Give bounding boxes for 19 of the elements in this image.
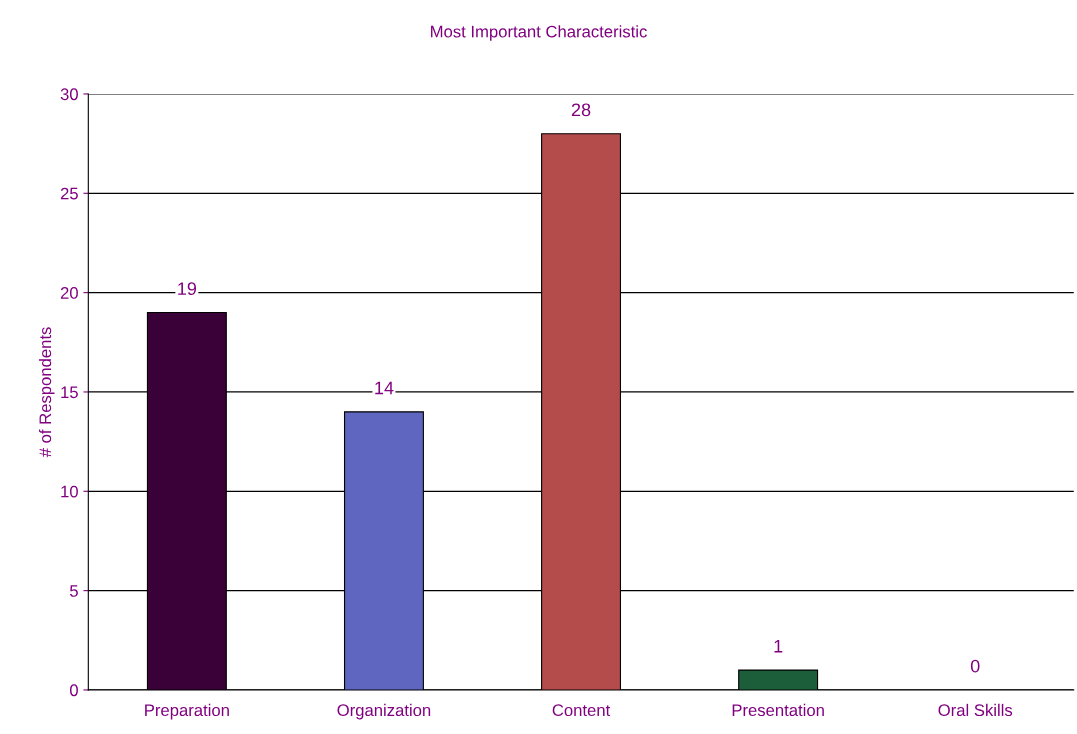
data-label: 0	[970, 659, 980, 673]
y-tick-label: 30	[60, 88, 78, 101]
data-label: 19	[178, 282, 197, 296]
y-axis-title: # of Respondents	[38, 327, 55, 458]
y-tick-label: 5	[69, 585, 78, 597]
y-tick-label: 25	[60, 187, 78, 200]
data-label: 14	[375, 381, 394, 395]
x-tick-label: Preparation	[145, 703, 229, 720]
x-tick-label: Oral Skills	[938, 703, 1013, 717]
y-tick-label: 10	[61, 485, 78, 498]
data-label: 28	[571, 103, 591, 117]
chart-title: Most Important Characteristic	[431, 25, 647, 41]
y-tick-label: 15	[61, 386, 78, 399]
y-tick-label: 20	[60, 287, 78, 299]
y-tick-label: 0	[69, 684, 78, 697]
x-tick-label: Organization	[337, 703, 431, 720]
x-tick-label: Content	[552, 704, 611, 717]
x-tick-label: Presentation	[732, 703, 824, 717]
data-label: 1	[774, 640, 783, 653]
